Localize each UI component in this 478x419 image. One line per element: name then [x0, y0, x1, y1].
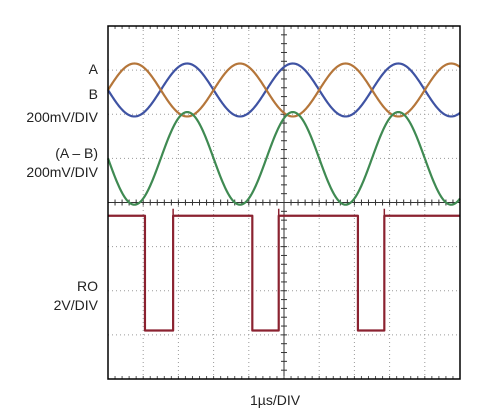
- trace-b: [107, 62, 461, 118]
- label-ab-scale: 200mV/DIV: [26, 109, 98, 125]
- label-trace-b: B: [88, 86, 98, 102]
- trace-a: [107, 62, 461, 118]
- x-axis-label: 1µs/DIV: [250, 392, 301, 408]
- label-diff-trace: (A – B): [55, 145, 98, 161]
- traces: [106, 62, 461, 332]
- label-ro-trace: RO: [77, 278, 98, 294]
- trace-ro: [108, 214, 460, 332]
- label-trace-a: A: [88, 61, 98, 77]
- grid: [107, 25, 461, 380]
- plot-frame: [107, 25, 461, 380]
- trace-diff: [106, 110, 461, 206]
- label-diff-scale: 200mV/DIV: [26, 164, 98, 180]
- label-ro-scale: 2V/DIV: [53, 297, 98, 313]
